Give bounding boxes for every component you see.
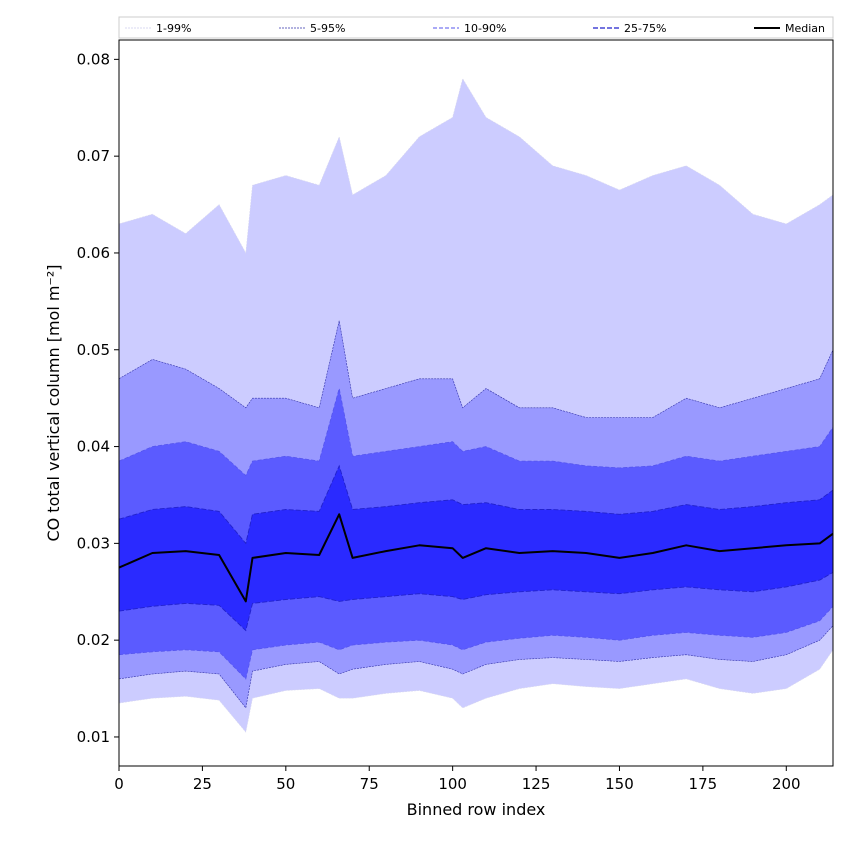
y-tick-label: 0.08 [77,50,110,68]
x-tick-label: 0 [114,775,124,793]
y-tick-label: 0.01 [77,728,110,746]
legend: 1-99% 5-95% 10-90% 25-75% Median [118,16,834,39]
x-tick-label: 200 [772,775,801,793]
x-tick-label: 100 [438,775,467,793]
x-tick-label: 50 [276,775,295,793]
lines-layer [118,77,834,733]
x-tick-label: 25 [193,775,212,793]
y-tick-label: 0.03 [77,534,110,552]
band-upper-line-1-99pct [118,77,834,254]
y-tick-label: 0.04 [77,438,110,456]
band-lower-line-25-75pct [118,572,834,632]
band-upper-line-5-95pct [118,320,834,418]
legend-label: Median [785,22,825,35]
y-tick-label: 0.07 [77,147,110,165]
y-axis-label: CO total vertical column [mol m⁻²] [44,264,63,541]
y-tick-label: 0.06 [77,244,110,262]
plot-frame [118,39,834,767]
x-tick-label: 75 [360,775,379,793]
x-tick-label: 125 [522,775,551,793]
legend-label: 25-75% [624,22,666,35]
band-lower-line-5-95pct [118,625,834,709]
x-axis: 0 25 50 75 100 125 150 175 200 [114,766,801,793]
legend-label: 1-99% [156,22,191,35]
y-tick-label: 0.02 [77,631,110,649]
bands-layer [119,78,833,733]
x-tick-label: 175 [689,775,718,793]
band-upper-line-25-75pct [118,464,834,545]
legend-box [118,16,834,39]
legend-label: 5-95% [310,22,345,35]
y-tick-label: 0.05 [77,341,110,359]
band-lower-line-1-99pct [118,649,834,733]
legend-label: 10-90% [464,22,506,35]
band-upper-line-10-90pct [118,388,834,477]
x-tick-label: 150 [605,775,634,793]
x-axis-label: Binned row index [407,800,546,819]
band-lower-line-10-90pct [118,606,834,680]
median-line [118,513,834,603]
y-axis: 0.01 0.02 0.03 0.04 0.05 0.06 0.07 0.08 [77,50,119,746]
